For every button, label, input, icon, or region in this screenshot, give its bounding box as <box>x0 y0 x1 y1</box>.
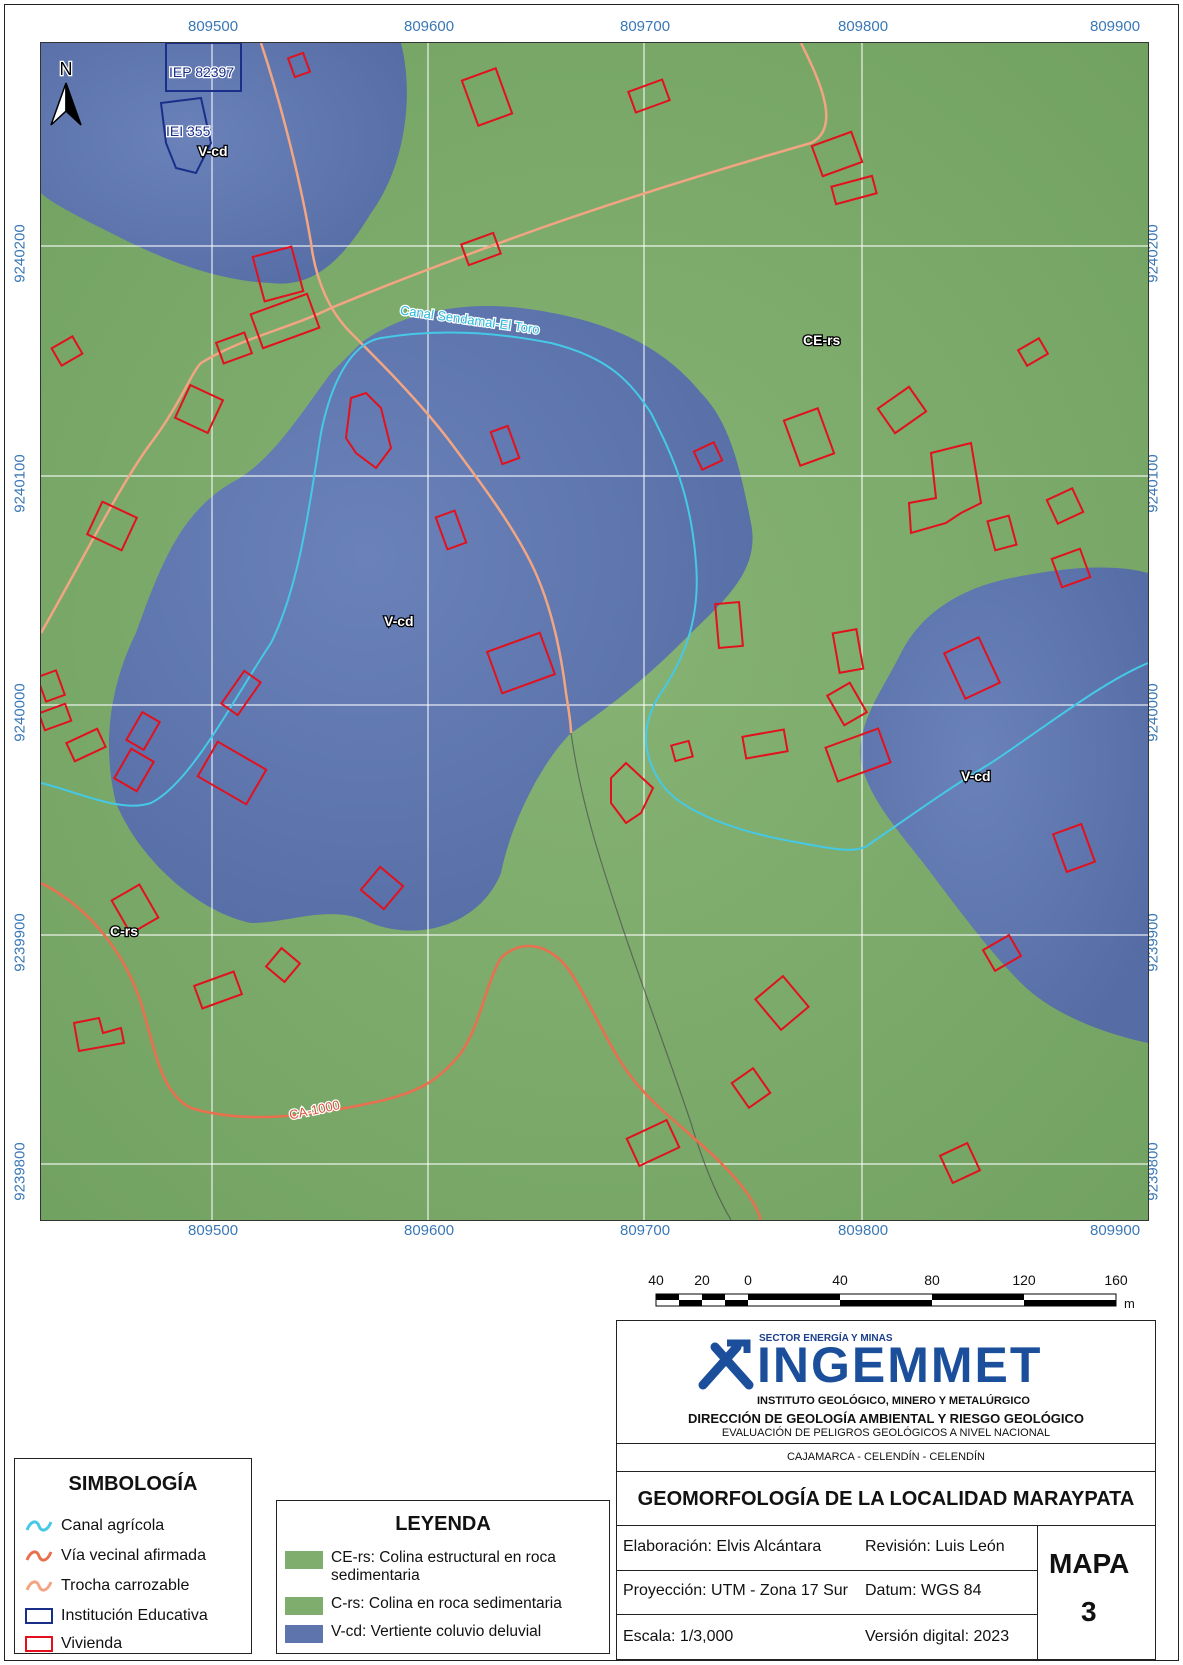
map-number: 3 <box>1081 1596 1097 1627</box>
simbologia-box: SIMBOLOGÍA Canal agrícola Vía vecinal af… <box>14 1458 252 1654</box>
metadata-row: Elaboración: Elvis Alcántara Revisión: L… <box>617 1525 1155 1660</box>
datum-text: Datum: WGS 84 <box>865 1582 982 1599</box>
institute-name: INSTITUTO GEOLÓGICO, MINERO Y METALÚRGIC… <box>757 1395 1030 1407</box>
legend-label: CE-rs: Colina estructural en roca sedime… <box>331 1549 556 1584</box>
easting-bottom-809800: 809800 <box>838 1222 889 1239</box>
school-label-iep: IEP 82397 <box>169 64 234 80</box>
projection-text: Proyección: UTM - Zona 17 Sur <box>623 1582 848 1599</box>
footpath <box>570 732 732 1220</box>
northing-left-9239900: 9239900 <box>11 913 29 972</box>
scale-bar: 40 20 0 40 80 120 160 m <box>648 1272 1135 1332</box>
symbol-label: Vía vecinal afirmada <box>61 1547 206 1564</box>
symbol-school: Institución Educativa <box>23 1603 208 1629</box>
unit-label-vcd-north: V-cd <box>198 143 228 159</box>
revision-text: Revisión: Luis León <box>865 1538 1005 1555</box>
legend-swatch <box>285 1625 323 1643</box>
trails <box>41 43 828 734</box>
easting-bottom-809500: 809500 <box>188 1222 239 1239</box>
title-block: SECTOR ENERGÍA Y MINAS INGEMMET INSTITUT… <box>616 1320 1156 1660</box>
leyenda-box: LEYENDA CE-rs: Colina estructural en roc… <box>276 1500 610 1654</box>
scale-tick-label: 80 <box>924 1272 940 1288</box>
symbol-trail: Trocha carrozable <box>23 1573 189 1599</box>
location-text: CAJAMARCA - CELENDÍN - CELENDÍN <box>786 1451 986 1463</box>
map-title: GEOMORFOLOGÍA DE LA LOCALIDAD MARAYPATA <box>637 1488 1135 1510</box>
legend-item-vcd: V-cd: Vertiente coluvio deluvial <box>285 1623 601 1643</box>
map-word: MAPA <box>1049 1548 1130 1579</box>
legend-item-crs: C-rs: Colina en roca sedimentaria <box>285 1595 601 1615</box>
unit-label-cers: CE-rs <box>803 332 841 348</box>
easting-top-809800: 809800 <box>838 18 889 35</box>
institution-header: SECTOR ENERGÍA Y MINAS INGEMMET INSTITUT… <box>617 1321 1155 1443</box>
easting-top-809700: 809700 <box>620 18 671 35</box>
houses <box>41 51 1097 1185</box>
elaboration-text: Elaboración: Elvis Alcántara <box>623 1538 822 1555</box>
northing-left-9240100: 9240100 <box>11 454 29 513</box>
legend-swatch <box>285 1551 323 1569</box>
vcd-zone-east <box>860 567 1148 1043</box>
easting-bottom-809900: 809900 <box>1090 1222 1141 1239</box>
scale-unit: m <box>1124 1296 1135 1311</box>
coordinate-grid <box>41 43 1148 1220</box>
unit-label-crs: C-rs <box>110 923 138 939</box>
canal-line-icon <box>25 1520 53 1532</box>
map-canvas[interactable]: N IEP 82397 IEI 355 V-cd CE-rs V-cd V-cd… <box>40 42 1149 1221</box>
school-polygon-icon <box>25 1608 53 1624</box>
canal-sendamal <box>41 331 1148 851</box>
scale-tick-label: 40 <box>648 1272 664 1288</box>
direction-name: DIRECCIÓN DE GEOLOGÍA AMBIENTAL Y RIESGO… <box>687 1411 1085 1426</box>
northing-left-9240000: 9240000 <box>11 683 29 742</box>
scale-text: Escala: 1/3,000 <box>623 1628 734 1645</box>
unit-label-vcd-east: V-cd <box>961 768 991 784</box>
pick-hammer-logo-icon <box>698 1339 754 1390</box>
vcd-zone-central <box>108 306 753 931</box>
scale-tick-label: 40 <box>832 1272 848 1288</box>
scale-tick-label: 20 <box>694 1272 710 1288</box>
version-text: Versión digital: 2023 <box>865 1628 1010 1645</box>
scale-tick-label: 120 <box>1012 1272 1036 1288</box>
legend-label: C-rs: Colina en roca sedimentaria <box>331 1595 562 1612</box>
easting-top-809500: 809500 <box>188 18 239 35</box>
map-title-row: GEOMORFOLOGÍA DE LA LOCALIDAD MARAYPATA <box>617 1471 1155 1526</box>
northing-left-9240200: 9240200 <box>11 224 29 283</box>
symbol-canal: Canal agrícola <box>23 1513 164 1539</box>
easting-bottom-809600: 809600 <box>404 1222 455 1239</box>
unit-label-vcd-central: V-cd <box>384 613 414 629</box>
legend-swatch <box>285 1597 323 1615</box>
symbol-label: Vivienda <box>61 1635 123 1652</box>
symbol-label: Trocha carrozable <box>61 1577 190 1594</box>
program-name: EVALUACIÓN DE PELIGROS GEOLÓGICOS A NIVE… <box>721 1427 1051 1439</box>
north-arrow-icon: N <box>50 58 82 126</box>
ingemmet-logo: INGEMMET <box>757 1337 1043 1393</box>
simbologia-title: SIMBOLOGÍA <box>68 1473 198 1495</box>
trail-line-icon <box>25 1580 53 1592</box>
scale-bar-graphic <box>655 1293 1117 1307</box>
symbol-house: Vivienda <box>23 1631 122 1657</box>
vcd-zone-northwest <box>41 43 407 284</box>
road-line-icon <box>25 1550 53 1562</box>
leyenda-title: LEYENDA <box>395 1513 491 1535</box>
easting-top-809900: 809900 <box>1090 18 1141 35</box>
location-row: CAJAMARCA - CELENDÍN - CELENDÍN <box>617 1443 1155 1472</box>
metadata-grid: Elaboración: Elvis Alcántara Revisión: L… <box>617 1526 1038 1659</box>
symbol-label: Canal agrícola <box>61 1517 165 1534</box>
symbol-label: Institución Educativa <box>61 1607 208 1624</box>
school-label-iei: IEI 355 <box>166 123 211 139</box>
symbol-road: Vía vecinal afirmada <box>23 1543 206 1569</box>
easting-top-809600: 809600 <box>404 18 455 35</box>
page-frame <box>4 4 1179 1661</box>
northing-left-9239800: 9239800 <box>11 1142 29 1201</box>
scale-tick-label: 160 <box>1104 1272 1128 1288</box>
easting-bottom-809700: 809700 <box>620 1222 671 1239</box>
north-label: N <box>60 59 73 79</box>
legend-item-cers: CE-rs: Colina estructural en roca sedime… <box>285 1549 601 1585</box>
sector-label: SECTOR ENERGÍA Y MINAS <box>759 1333 893 1344</box>
house-polygon-icon <box>25 1636 53 1652</box>
schools <box>159 43 242 175</box>
road-ca-1000 <box>41 881 763 1220</box>
scale-tick-label: 0 <box>744 1272 752 1288</box>
legend-label: V-cd: Vertiente coluvio deluvial <box>331 1623 542 1640</box>
